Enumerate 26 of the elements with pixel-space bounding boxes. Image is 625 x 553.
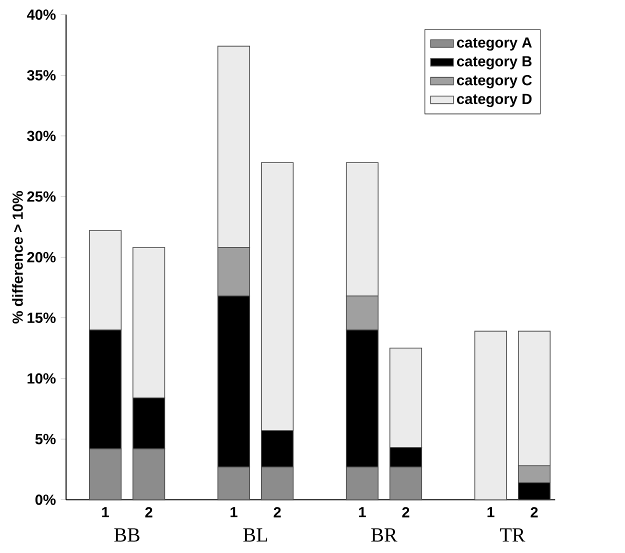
y-tick-label: 5% [35, 434, 56, 444]
text: BR [371, 528, 398, 542]
y-tick-label: 15% [28, 312, 56, 323]
y-tick-label: 0% [35, 494, 56, 505]
y-tick-label: 35% [27, 70, 56, 80]
y-axis-title: % difference > 10% [12, 190, 23, 324]
y-tick-label: 25% [27, 191, 56, 202]
legend-label: category C [457, 74, 532, 88]
y-tick-label: 10% [28, 373, 56, 384]
legend-label: category A [457, 37, 532, 51]
x-tick-label: 1 [359, 507, 366, 518]
x-tick-label: 1 [102, 507, 109, 518]
text: BL [243, 528, 268, 542]
legend-label: category B [457, 56, 532, 70]
x-tick-label: 1 [488, 507, 494, 518]
y-tick-label: 40% [26, 9, 56, 20]
legend-label: category D [457, 94, 532, 108]
y-tick-label: 30% [27, 130, 56, 142]
x-tick-label: 1 [230, 507, 238, 518]
text: TR [500, 528, 526, 542]
x-tick-label: 2 [145, 507, 152, 518]
x-tick-label: 2 [530, 507, 538, 518]
text: BB [114, 528, 140, 542]
y-tick-label: 20% [27, 252, 56, 262]
x-tick-label: 2 [274, 507, 281, 518]
x-tick-label: 2 [402, 507, 410, 518]
